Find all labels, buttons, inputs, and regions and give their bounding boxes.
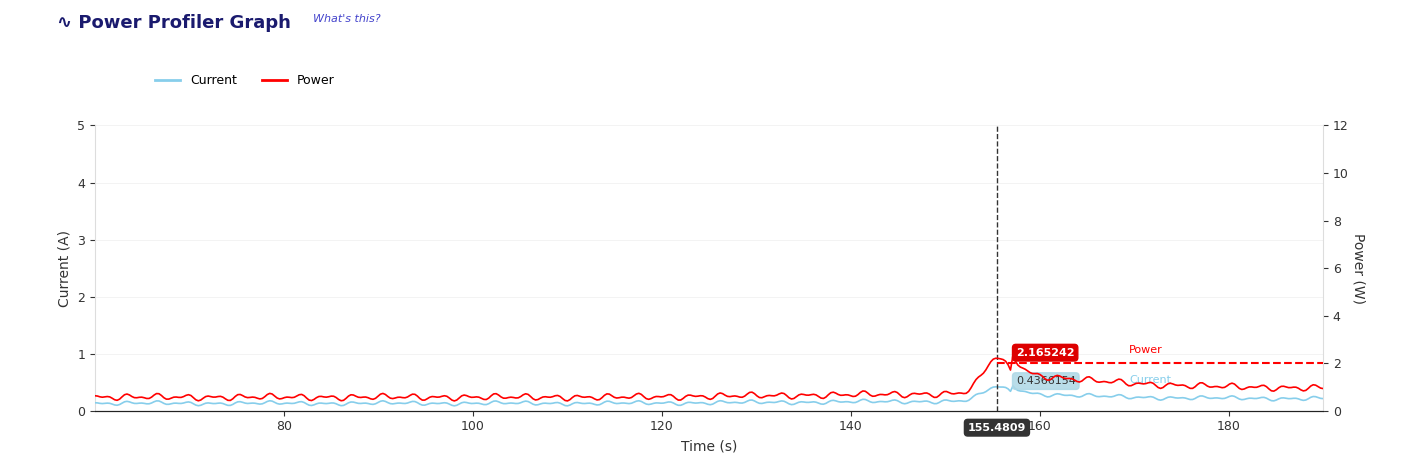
Text: 2.165242: 2.165242 [1016, 348, 1074, 358]
Power [1315, 386, 1332, 391]
Text: What's this?: What's this? [313, 14, 381, 24]
Current [559, 403, 576, 409]
Power [445, 398, 462, 404]
Power [1005, 352, 1022, 358]
Y-axis label: Power (W): Power (W) [1352, 233, 1365, 304]
Power [87, 393, 104, 399]
Power [680, 392, 697, 398]
Current [1005, 383, 1022, 389]
Power [820, 392, 837, 397]
Power [753, 395, 770, 401]
Current [753, 401, 770, 406]
Power [672, 397, 689, 403]
Current [1289, 396, 1306, 402]
Current [820, 399, 837, 405]
X-axis label: Time (s): Time (s) [680, 439, 737, 453]
Line: Power: Power [95, 355, 1323, 401]
Power [1289, 386, 1306, 391]
Current [672, 402, 689, 408]
Text: Current: Current [1130, 375, 1171, 385]
Y-axis label: Current (A): Current (A) [58, 230, 71, 307]
Text: 0.4366154: 0.4366154 [1016, 376, 1076, 386]
Text: Power: Power [1130, 345, 1163, 355]
Current [87, 400, 104, 406]
Legend: Current, Power: Current, Power [151, 69, 340, 92]
Line: Current: Current [95, 386, 1323, 406]
Power [1099, 379, 1116, 385]
Current [1099, 394, 1116, 399]
Current [680, 400, 697, 405]
Current [1315, 396, 1332, 402]
Text: 155.4809: 155.4809 [968, 423, 1026, 433]
Text: ∿ Power Profiler Graph: ∿ Power Profiler Graph [57, 14, 290, 32]
